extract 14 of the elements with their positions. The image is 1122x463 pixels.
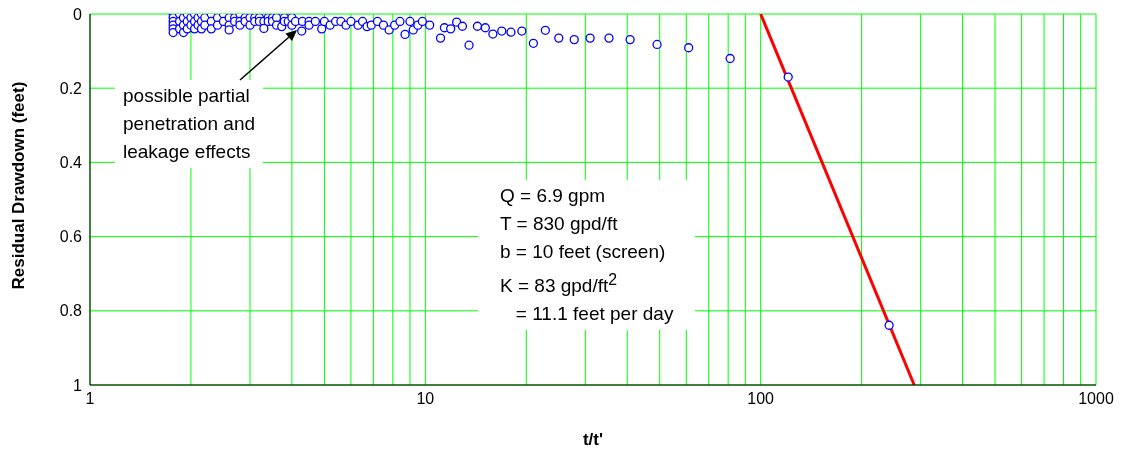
x-tick-label: 100 [747, 390, 775, 408]
annotation: Q = 6.9 gpm T = 830 gpd/ft b = 10 feet (screen) K = 83 gpd/ft$^{2}$ = 11.1 feet per day [500, 184, 674, 327]
y-tick-label: 0 [73, 5, 83, 23]
y-tick-label: 0.6 [59, 228, 83, 246]
y-tick-label: 0.4 [59, 154, 83, 172]
annotation: possible partial penetration and leakage effects [123, 84, 256, 164]
x-axis-title: t/t' [582, 430, 604, 449]
y-tick-label: 0.2 [59, 79, 83, 97]
x-tick-label: 10 [416, 390, 435, 408]
y-tick-label: 0.8 [59, 302, 83, 320]
x-tick-label: 1000 [1078, 390, 1114, 408]
x-tick-label: 1 [85, 390, 95, 408]
y-axis-title: Residual Drawdown (feet) [9, 81, 29, 290]
y-tick-label: 1 [73, 376, 83, 394]
